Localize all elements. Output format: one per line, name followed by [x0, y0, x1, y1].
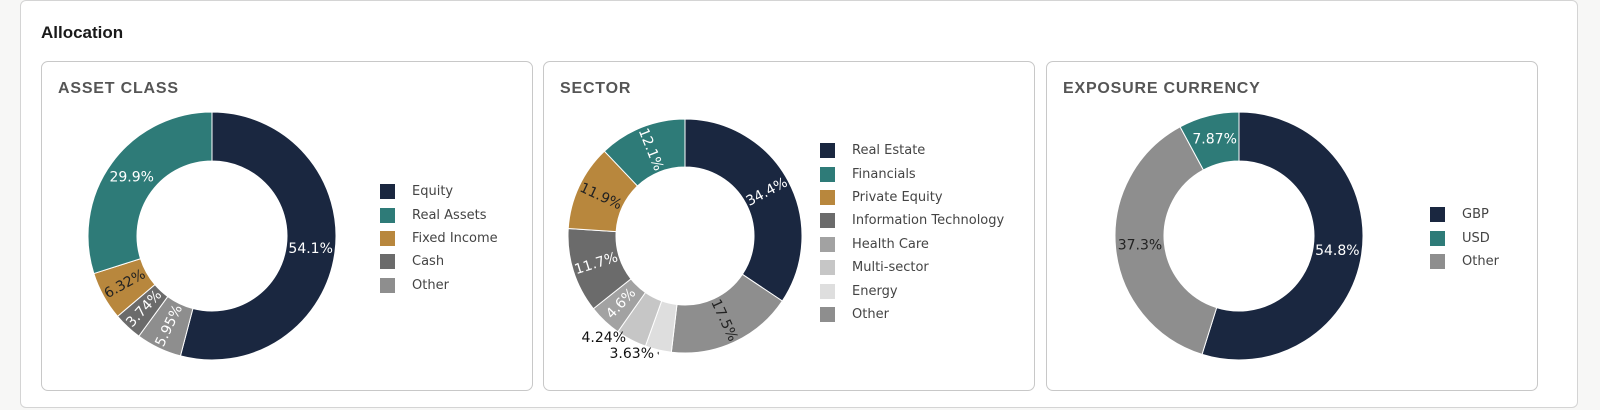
legend-label: Real Estate — [852, 143, 926, 159]
legend-label: Private Equity — [852, 189, 943, 205]
legend-label: Other — [412, 277, 449, 293]
slice-label-energy: 3.63% — [610, 346, 654, 362]
legend-item-gbp[interactable]: GBP — [1430, 203, 1499, 226]
slice-equity[interactable] — [179, 111, 337, 361]
allocation-panel: Allocation ASSET CLASS 54.1% 5.95% 3.74% 6.… — [20, 0, 1578, 408]
legend-swatch — [820, 306, 835, 322]
legend-swatch — [820, 166, 835, 182]
legend-swatch — [1430, 207, 1445, 223]
legend-swatch — [820, 283, 835, 299]
legend-item-health-care[interactable]: Health Care — [820, 233, 1004, 256]
legend-swatch — [1430, 253, 1445, 269]
legend-label: Financials — [852, 166, 916, 182]
legend-item-equity[interactable]: Equity — [380, 180, 498, 203]
legend-label: USD — [1462, 230, 1490, 246]
slice-real-estate[interactable] — [684, 118, 803, 302]
slice-label-real-assets: 29.9% — [109, 169, 153, 185]
legend-item-information-technology[interactable]: Information Technology — [820, 209, 1004, 232]
slice-financials[interactable] — [603, 118, 686, 187]
legend-label: Cash — [412, 254, 445, 270]
legend-swatch — [820, 236, 835, 252]
legend-item-real-estate[interactable]: Real Estate — [820, 139, 1004, 162]
slice-label-other: 37.3% — [1118, 238, 1162, 254]
legend-item-cash[interactable]: Cash — [380, 250, 498, 273]
legend-item-real-assets[interactable]: Real Assets — [380, 203, 498, 226]
slice-label-equity: 54.1% — [288, 241, 332, 257]
legend-swatch — [820, 213, 835, 229]
slice-other[interactable] — [1114, 126, 1218, 355]
slice-label-usd: 7.87% — [1192, 132, 1236, 148]
sector-donut-chart: 34.4%17.5%3.63%4.24%4.6%11.7%11.9%12.1% — [567, 118, 803, 362]
legend-swatch — [380, 254, 395, 270]
legend-label: GBP — [1462, 207, 1489, 223]
legend-label: Fixed Income — [412, 230, 498, 246]
legend-item-other[interactable]: Other — [820, 303, 1004, 326]
legend-item-other[interactable]: Other — [380, 274, 498, 297]
legend-label: Equity — [412, 184, 454, 200]
legend-swatch — [380, 230, 395, 246]
exposure-currency-donut-chart: 54.8% 37.3% 7.87% — [1114, 111, 1364, 361]
legend-swatch — [380, 184, 395, 200]
slice-label-multi-sector: 4.24% — [582, 330, 626, 346]
sector-legend: Real Estate Financials Private Equity Infor… — [820, 139, 1004, 326]
legend-swatch — [820, 189, 835, 205]
legend-item-fixed-income[interactable]: Fixed Income — [380, 227, 498, 250]
legend-item-multi-sector[interactable]: Multi-sector — [820, 256, 1004, 279]
legend-label: Real Assets — [412, 207, 487, 223]
legend-item-financials[interactable]: Financials — [820, 162, 1004, 185]
slice-gbp[interactable] — [1201, 111, 1364, 361]
asset-class-legend: Equity Real Assets Fixed Income Cash Other — [380, 180, 498, 297]
chart-title: ASSET CLASS — [58, 80, 179, 97]
chart-title: EXPOSURE CURRENCY — [1063, 80, 1261, 97]
sector-card: SECTOR 34.4% 17.5% 3.63% 4.24% 4.6% 11.7% 11.9… — [543, 61, 1035, 391]
slice-usd[interactable] — [1179, 111, 1240, 171]
legend-label: Multi-sector — [852, 260, 929, 276]
legend-item-other[interactable]: Other — [1430, 250, 1499, 273]
legend-swatch — [380, 207, 395, 223]
chart-title: SECTOR — [560, 80, 632, 97]
exposure-currency-legend: GBP USD Other — [1430, 203, 1499, 273]
section-title: Allocation — [41, 23, 124, 42]
exposure-currency-card: EXPOSURE CURRENCY 54.8% 37.3% 7.87% GBP USD… — [1046, 61, 1538, 391]
slice-label-gbp: 54.8% — [1315, 243, 1359, 259]
legend-label: Health Care — [852, 236, 929, 252]
legend-item-private-equity[interactable]: Private Equity — [820, 186, 1004, 209]
legend-label: Other — [1462, 253, 1499, 269]
asset-class-donut-chart: 54.1%5.95%3.74%6.32%29.9% — [87, 111, 337, 361]
asset-class-card: ASSET CLASS 54.1% 5.95% 3.74% 6.32% 29.9% Eq… — [41, 61, 533, 391]
legend-swatch — [1430, 230, 1445, 246]
legend-label: Information Technology — [852, 213, 1005, 229]
legend-swatch — [820, 260, 835, 276]
legend-label: Other — [852, 306, 889, 322]
legend-swatch — [820, 143, 835, 159]
slice-real-assets[interactable] — [87, 111, 213, 275]
legend-swatch — [380, 277, 395, 293]
legend-label: Energy — [852, 283, 898, 299]
legend-item-energy[interactable]: Energy — [820, 279, 1004, 302]
legend-item-usd[interactable]: USD — [1430, 226, 1499, 249]
